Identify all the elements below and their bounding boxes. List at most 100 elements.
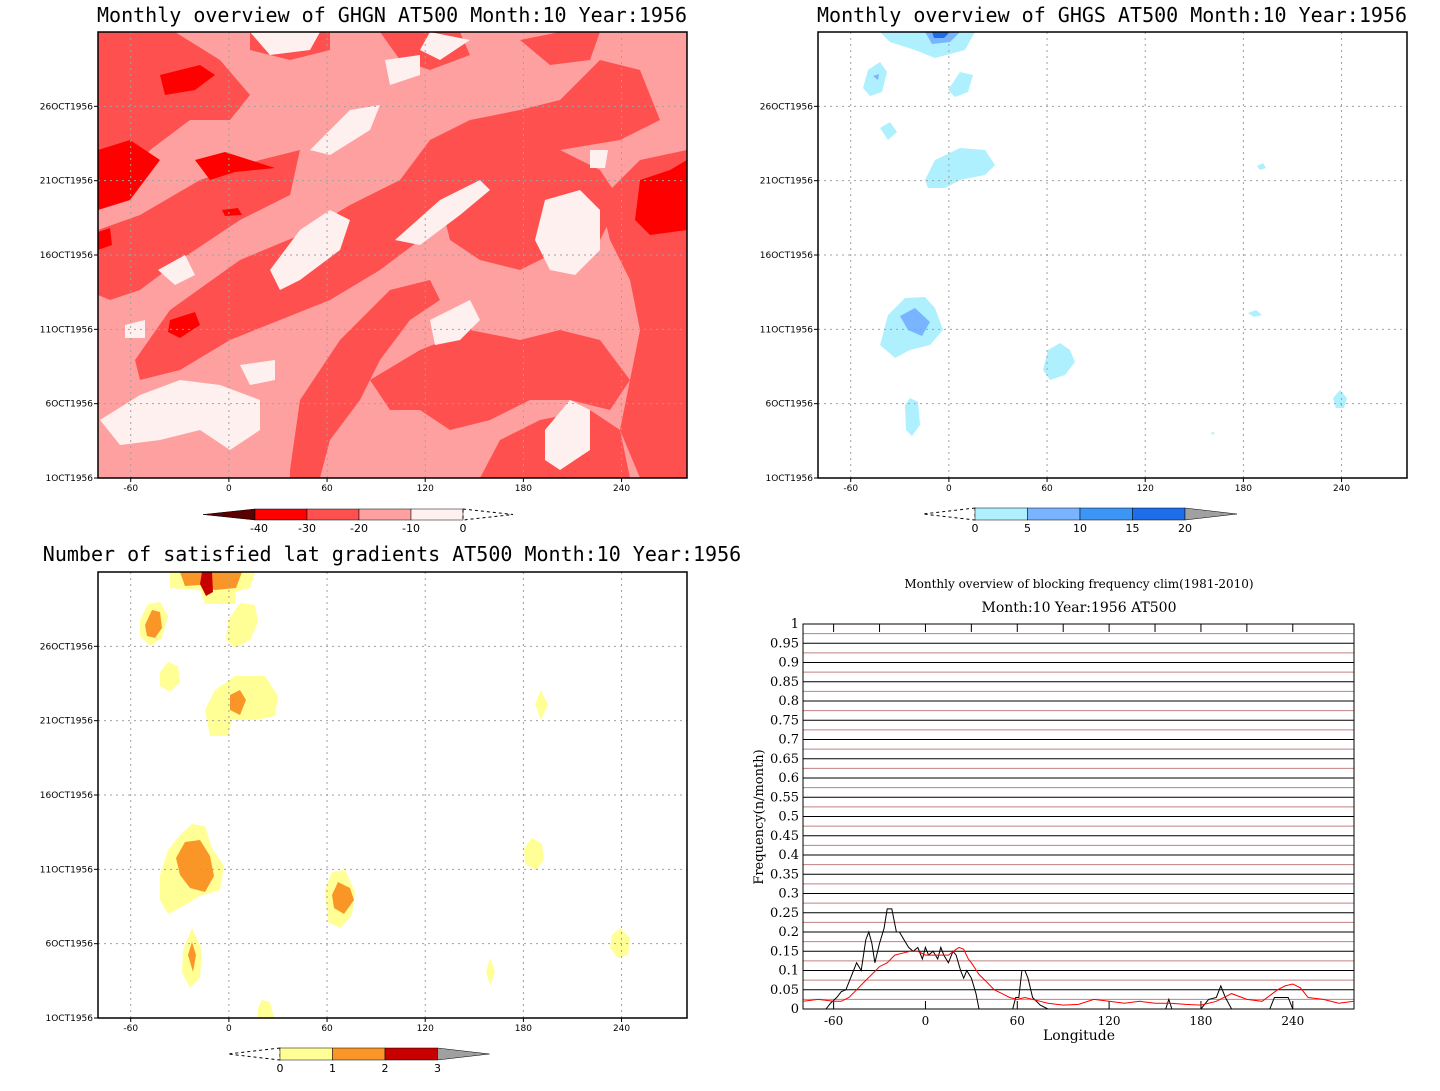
lat-gradients-ytick-label: 26OCT1956 [40, 642, 93, 652]
ghgs-colorbar: 0 5 10 15 20 [922, 507, 1238, 535]
ghgs-swatch [1027, 507, 1081, 521]
lat-gradients-colorbar-label: 2 [382, 1062, 389, 1075]
blocking-ytick-label: 0 [791, 1002, 799, 1017]
ghgs-ytick-label: 6OCT1956 [766, 400, 814, 410]
ghgn-colorbar-label: -30 [298, 522, 316, 535]
blocking-ylabel: Frequency(n/month) [752, 749, 767, 884]
ghgn-xtick-label: -60 [123, 484, 138, 494]
blocking-ytick-label: 0.05 [770, 983, 799, 998]
blocking-ytick-label: 0.2 [778, 925, 799, 940]
blocking-ytick-label: 0.75 [770, 713, 799, 728]
blocking-ytick-label: 0.6 [778, 771, 799, 786]
blocking-ytick-label: 0.85 [770, 675, 799, 690]
ghgs-extend-high [1184, 507, 1238, 521]
lat-gradients-ytick-label: 1OCT1956 [46, 1014, 94, 1024]
ghgs-colorbar-label: 10 [1073, 522, 1087, 535]
ghgs-axes: -60 0 60 120 180 240 1OCT1956 6OCT1956 11OCT1956… [760, 32, 1407, 494]
ghgs-colorbar-label: 0 [972, 522, 979, 535]
lat-gradients-frame [97, 571, 688, 1019]
lat-gradients-xtick-label: 0 [226, 1024, 232, 1034]
lat-gradients-ytick-label: 21OCT1956 [40, 717, 93, 727]
ghgs-swatch [974, 507, 1028, 521]
ghgn-axes: -60 0 60 120 180 240 1OCT1956 6OCT1956 11OCT1956… [40, 32, 687, 494]
blocking-xtick-label: 60 [1010, 1014, 1025, 1028]
ghgs-title: Monthly overview of GHGS AT500 Month:10 … [817, 3, 1407, 27]
panel-blocking-frequency: Monthly overview of blocking frequency c… [752, 577, 1355, 1044]
lat-gradients-ytick-label: 6OCT1956 [46, 940, 94, 950]
ghgn-ytick-label: 21OCT1956 [40, 177, 93, 187]
ghgn-ytick-label: 6OCT1956 [46, 400, 94, 410]
blocking-ytick-label: 0.15 [770, 944, 799, 959]
blocking-series-observed [803, 908, 1354, 1010]
ghgn-swatch [306, 508, 360, 521]
ghgn-colorbar-label: -10 [402, 522, 420, 535]
blocking-xtick-label: 0 [922, 1014, 930, 1028]
lat-gradients-xtick-label: -60 [123, 1024, 138, 1034]
ghgn-colorbar-label: -40 [250, 522, 268, 535]
ghgs-extend-low [922, 507, 976, 521]
ghgs-ytick-label: 11OCT1956 [760, 325, 813, 335]
ghgn-title: Monthly overview of GHGN AT500 Month:10 … [97, 3, 687, 27]
ghgs-ytick-label: 21OCT1956 [760, 177, 813, 187]
blocking-plot: 0 0.05 0.1 0.15 0.2 0.25 0.3 0.35 0.4 0.45 0.5 0.55… [770, 617, 1355, 1028]
ghgs-xtick-label: 0 [946, 484, 952, 494]
lat-gradients-extend-high [437, 1047, 490, 1061]
blocking-ytick-label: 0.25 [770, 906, 799, 921]
ghgs-xtick-label: 180 [1235, 484, 1252, 494]
blocking-ytick-label: 0.55 [770, 790, 799, 805]
ghgs-xtick-label: -60 [843, 484, 858, 494]
ghgn-xtick-label: 120 [417, 484, 434, 494]
ghgs-colorbar-label: 5 [1024, 522, 1031, 535]
ghgn-extend-high [462, 508, 514, 521]
ghgn-ytick-label: 11OCT1956 [40, 325, 93, 335]
blocking-ytick-label: 0.5 [778, 810, 799, 825]
blocking-ytick-label: 0.4 [778, 848, 799, 863]
ghgs-ytick-label: 16OCT1956 [760, 251, 813, 261]
ghgn-xtick-label: 240 [613, 484, 630, 494]
blocking-xtick-label: 180 [1189, 1014, 1212, 1028]
ghgs-colorbar-label: 20 [1178, 522, 1192, 535]
ghgs-xtick-label: 60 [1041, 484, 1053, 494]
blocking-xtick-label: 240 [1281, 1014, 1304, 1028]
lat-gradients-colorbar: 0 1 2 3 [227, 1047, 490, 1075]
blocking-ytick-label: 0.45 [770, 829, 799, 844]
blocking-ytick-label: 0.35 [770, 867, 799, 882]
ghgn-swatch [410, 508, 464, 521]
lat-gradients-swatch [279, 1047, 333, 1061]
ghgs-swatch [1079, 507, 1133, 521]
lat-gradients-colorbar-label: 3 [434, 1062, 441, 1075]
blocking-series-climatology [802, 946, 1355, 1006]
ghgs-xtick-label: 120 [1137, 484, 1154, 494]
ghgs-swatch [1132, 507, 1186, 521]
ghgn-swatch [358, 508, 412, 521]
ghgs-ytick-label: 1OCT1956 [766, 474, 814, 484]
lat-gradients-ytick-label: 11OCT1956 [40, 865, 93, 875]
ghgn-ytick-label: 26OCT1956 [40, 102, 93, 112]
blocking-subtitle: Month:10 Year:1956 AT500 [982, 600, 1177, 616]
ghgn-swatch [254, 508, 308, 521]
blocking-ytick-label: 1 [791, 617, 799, 632]
lat-gradients-swatch [332, 1047, 386, 1061]
ghgn-colorbar: -40 -30 -20 -10 0 [202, 508, 514, 535]
lat-gradients-colorbar-label: 1 [329, 1062, 336, 1075]
lat-gradients-ytick-label: 16OCT1956 [40, 791, 93, 801]
ghgn-colorbar-label: 0 [460, 522, 467, 535]
blocking-ytick-label: 0.9 [778, 656, 799, 671]
blocking-xlabel: Longitude [1043, 1028, 1115, 1044]
ghgn-extend-low [202, 508, 256, 521]
lat-gradients-xtick-label: 180 [515, 1024, 532, 1034]
lat-gradients-xtick-label: 60 [321, 1024, 333, 1034]
ghgn-xtick-label: 180 [515, 484, 532, 494]
panel-ghgs: Monthly overview of GHGS AT500 Month:10 … [760, 3, 1408, 535]
panel-lat-gradients: Number of satisfied lat gradients AT500 … [40, 542, 741, 1075]
ghgn-ytick-label: 16OCT1956 [40, 251, 93, 261]
blocking-xtick-label: -60 [824, 1014, 843, 1028]
ghgn-xtick-label: 0 [226, 484, 232, 494]
ghgn-frame [97, 31, 688, 479]
lat-gradients-xtick-label: 240 [613, 1024, 630, 1034]
ghgs-ytick-label: 26OCT1956 [760, 102, 813, 112]
blocking-title: Monthly overview of blocking frequency c… [904, 577, 1253, 591]
blocking-ytick-label: 0.1 [778, 964, 799, 979]
blocking-ytick-label: 0.7 [778, 733, 799, 748]
